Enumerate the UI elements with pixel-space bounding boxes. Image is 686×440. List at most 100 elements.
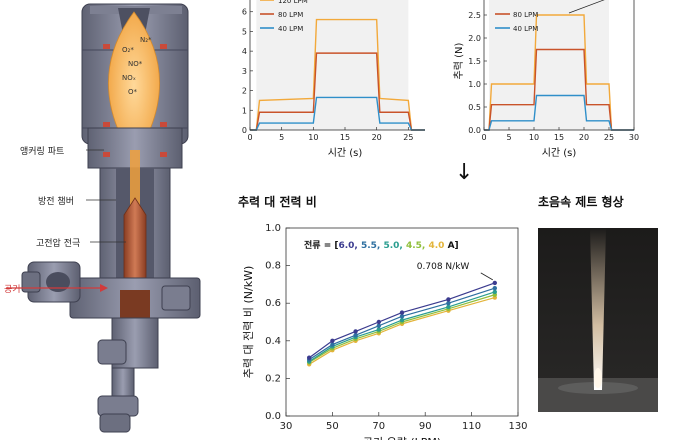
x-tick-label: 50 <box>326 421 339 432</box>
legend-label: 120 LPM <box>278 0 308 5</box>
supersonic-jet-photo <box>538 228 658 412</box>
data-point <box>399 314 405 319</box>
peak-annotation: 0.708 N/kW <box>417 262 470 272</box>
series-line-80-LPM <box>484 48 634 131</box>
x-tick-label: 30 <box>280 421 293 432</box>
data-point <box>330 338 335 343</box>
legend-current-5.5: 5.5, <box>361 241 384 251</box>
x-tick-label: 15 <box>340 133 350 142</box>
series-line-120-LPM <box>484 14 634 131</box>
y-axis-label: 내부 압력 (bar) <box>230 27 231 95</box>
x-tick-label: 10 <box>308 133 318 142</box>
x-tick-label: 30 <box>629 133 639 142</box>
data-point <box>353 332 358 338</box>
y-tick-label: 0.6 <box>265 298 281 309</box>
series-line-120-LPM <box>250 18 425 131</box>
thrust-chart: 0 5 10 15 20 25 30 0.0 0.5 1.0 1.5 2.0 2.5 시간 (s) 추력 (… <box>453 0 639 159</box>
legend-current-4.5: 4.5, <box>406 241 429 251</box>
species-label: NOₓ <box>122 74 136 82</box>
y-axis-label: 추력 대 전력 비 (N/kW) <box>242 266 255 378</box>
x-tick-label: 10 <box>529 133 539 142</box>
legend-label: 80 LPM <box>513 11 538 19</box>
data-point <box>376 319 381 325</box>
x-tick-label: 90 <box>419 421 432 432</box>
y-tick-label: 5 <box>242 27 247 36</box>
y-tick-label: 3 <box>242 67 247 76</box>
x-tick-label: 70 <box>372 421 385 432</box>
species-label: N₂* <box>140 36 152 44</box>
down-arrow-icon: ↓ <box>455 160 474 185</box>
data-point <box>399 317 405 323</box>
y-tick-label: 1.0 <box>468 80 481 89</box>
y-tick-label: 4 <box>242 47 247 56</box>
y-tick-label: 0.0 <box>468 126 481 135</box>
hv-electrode-label: 고전압 전극 <box>36 239 81 249</box>
legend-label: 40 LPM <box>278 25 303 33</box>
species-label: NO* <box>128 60 143 68</box>
series-line-40-LPM <box>484 94 634 131</box>
y-tick-label: 2.5 <box>468 11 481 20</box>
legend-unit: A] <box>444 241 458 251</box>
y-tick-label: 6 <box>242 8 247 17</box>
x-axis-label: 공기 유량 (LPM) <box>363 436 441 440</box>
y-tick-label: 2.0 <box>468 34 481 43</box>
y-tick-label: 2 <box>242 87 247 96</box>
y-tick-label: 1 <box>242 106 247 115</box>
thrust-power-chart: 30 50 70 90 110 130 0.0 0.2 0.4 0.6 0.8 1.0 전류 = [6.… <box>242 223 528 440</box>
air-label: 공기 <box>4 285 21 295</box>
x-tick-label: 110 <box>462 421 481 432</box>
y-tick-label: 0.2 <box>265 373 281 384</box>
y-axis-label: 추력 (N) <box>453 42 465 79</box>
legend-label: 40 LPM <box>513 25 538 33</box>
data-point <box>376 327 381 332</box>
x-tick-label: 20 <box>579 133 589 142</box>
x-tick-label: 25 <box>403 133 413 142</box>
legend-label: 80 LPM <box>278 11 303 19</box>
x-tick-label: 5 <box>279 133 284 142</box>
annotation-pointer <box>568 0 605 14</box>
x-tick-label: 20 <box>372 133 382 142</box>
current-legend: 전류 = [6.0, 5.5, 5.0, 4.5, 4.0 A] <box>304 239 459 251</box>
x-axis-label: 시간 (s) <box>542 147 577 159</box>
data-point <box>492 285 497 291</box>
data-point <box>376 323 381 328</box>
x-tick-label: 0 <box>481 133 486 142</box>
series-line-80-LPM <box>250 52 425 131</box>
annotation-pointer <box>480 272 494 281</box>
device-cross-section: N₂* O₂* NO* NOₓ O* <box>6 3 201 433</box>
y-tick-label: 0 <box>242 126 247 135</box>
x-tick-label: 5 <box>506 133 511 142</box>
pressure-chart: 05101520253001234567시간 (s)내부 압력 (bar)120… <box>230 0 425 159</box>
x-tick-label: 25 <box>604 133 614 142</box>
y-tick-label: 0.8 <box>265 261 281 272</box>
data-point <box>446 297 451 302</box>
discharge-chamber-label: 방전 챔버 <box>38 197 74 207</box>
data-point <box>330 342 335 347</box>
y-tick-label: 0.0 <box>265 411 281 422</box>
y-tick-label: 0.5 <box>468 103 481 112</box>
y-tick-label: 0.4 <box>265 336 281 347</box>
species-label: O₂* <box>122 46 134 54</box>
thrust-power-title: 추력 대 전력 비 <box>238 195 317 209</box>
y-tick-label: 1.0 <box>265 223 281 234</box>
legend-current-6.0: 6.0, <box>338 241 361 251</box>
data-point <box>399 310 405 315</box>
legend-current-4.0: 4.0 <box>428 241 444 251</box>
x-tick-label: 0 <box>247 133 252 142</box>
anchor-part-label: 앵커링 파트 <box>20 147 65 157</box>
operation-window <box>489 0 609 130</box>
x-tick-label: 130 <box>508 421 527 432</box>
x-axis-label: 시간 (s) <box>328 147 363 159</box>
operation-window <box>256 0 409 130</box>
data-point <box>307 355 312 360</box>
data-point <box>446 301 451 306</box>
legend-current-5.0: 5.0, <box>383 241 406 251</box>
data-point <box>492 280 497 286</box>
y-tick-label: 1.5 <box>468 57 481 66</box>
legend-prefix: 전류 = [ <box>304 239 338 251</box>
x-tick-label: 15 <box>554 133 564 142</box>
data-point <box>446 304 451 310</box>
jet-shape-title: 초음속 제트 형상 <box>538 195 624 209</box>
data-point <box>353 329 358 334</box>
series-line-40-LPM <box>250 96 425 131</box>
